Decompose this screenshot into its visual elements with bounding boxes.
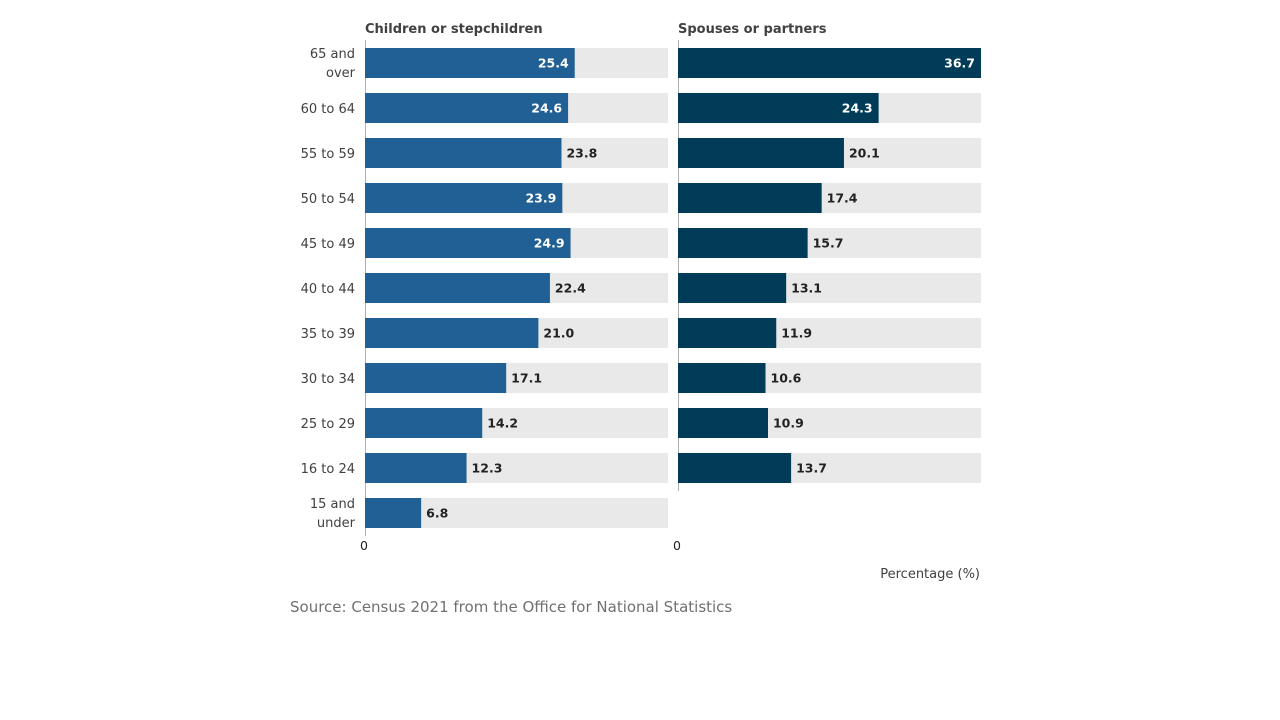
- data-label: 20.1: [849, 146, 880, 161]
- category-label: 30 to 34: [301, 372, 355, 387]
- x-axis-title: Percentage (%): [880, 567, 980, 582]
- bar: [365, 48, 575, 78]
- x-tick-label: 0: [673, 538, 681, 553]
- data-label: 23.9: [525, 191, 556, 206]
- bar: [678, 228, 808, 258]
- data-label: 12.3: [472, 461, 503, 476]
- data-label: 15.7: [813, 236, 844, 251]
- data-label: 25.4: [538, 56, 569, 71]
- bar: [678, 453, 792, 483]
- data-label: 6.8: [426, 506, 448, 521]
- category-label: 16 to 24: [301, 462, 355, 477]
- category-label: 45 to 49: [301, 237, 355, 252]
- data-label: 24.6: [531, 101, 562, 116]
- data-label: 21.0: [543, 326, 574, 341]
- data-label: 17.4: [827, 191, 858, 206]
- bar: [678, 93, 879, 123]
- bar: [678, 138, 844, 168]
- category-label: 55 to 59: [301, 147, 355, 162]
- data-label: 22.4: [555, 281, 586, 296]
- bar: [365, 453, 467, 483]
- data-label: 14.2: [487, 416, 518, 431]
- bar: [365, 138, 562, 168]
- bar: [365, 183, 563, 213]
- panel-title: Children or stepchildren: [365, 22, 543, 37]
- bar: [365, 228, 571, 258]
- bar: [678, 318, 777, 348]
- source-note: Source: Census 2021 from the Office for …: [290, 598, 733, 616]
- bar: [365, 408, 483, 438]
- data-label: 17.1: [511, 371, 542, 386]
- data-label: 24.3: [842, 101, 873, 116]
- data-label: 24.9: [534, 236, 565, 251]
- data-label: 23.8: [566, 146, 597, 161]
- bar: [365, 318, 539, 348]
- bar: [678, 48, 981, 78]
- bar: [365, 93, 569, 123]
- bar: [365, 363, 507, 393]
- x-tick-label: 0: [360, 538, 368, 553]
- bar: [678, 183, 822, 213]
- data-label: 10.9: [773, 416, 804, 431]
- bar: [365, 273, 550, 303]
- category-label: 15 and under: [310, 497, 356, 531]
- bar: [678, 363, 766, 393]
- category-label: 25 to 29: [301, 417, 355, 432]
- category-label: 40 to 44: [301, 282, 355, 297]
- data-label: 13.1: [791, 281, 822, 296]
- data-label: 11.9: [781, 326, 812, 341]
- bar: [365, 498, 422, 528]
- category-label: 60 to 64: [301, 102, 355, 117]
- bar: [678, 273, 787, 303]
- category-label: 35 to 39: [301, 327, 355, 342]
- bar: [678, 408, 768, 438]
- category-label: 65 and over: [310, 47, 356, 81]
- data-label: 13.7: [796, 461, 827, 476]
- data-label: 36.7: [944, 56, 975, 71]
- panel-title: Spouses or partners: [678, 22, 827, 37]
- category-label: 50 to 54: [301, 192, 355, 207]
- data-label: 10.6: [771, 371, 802, 386]
